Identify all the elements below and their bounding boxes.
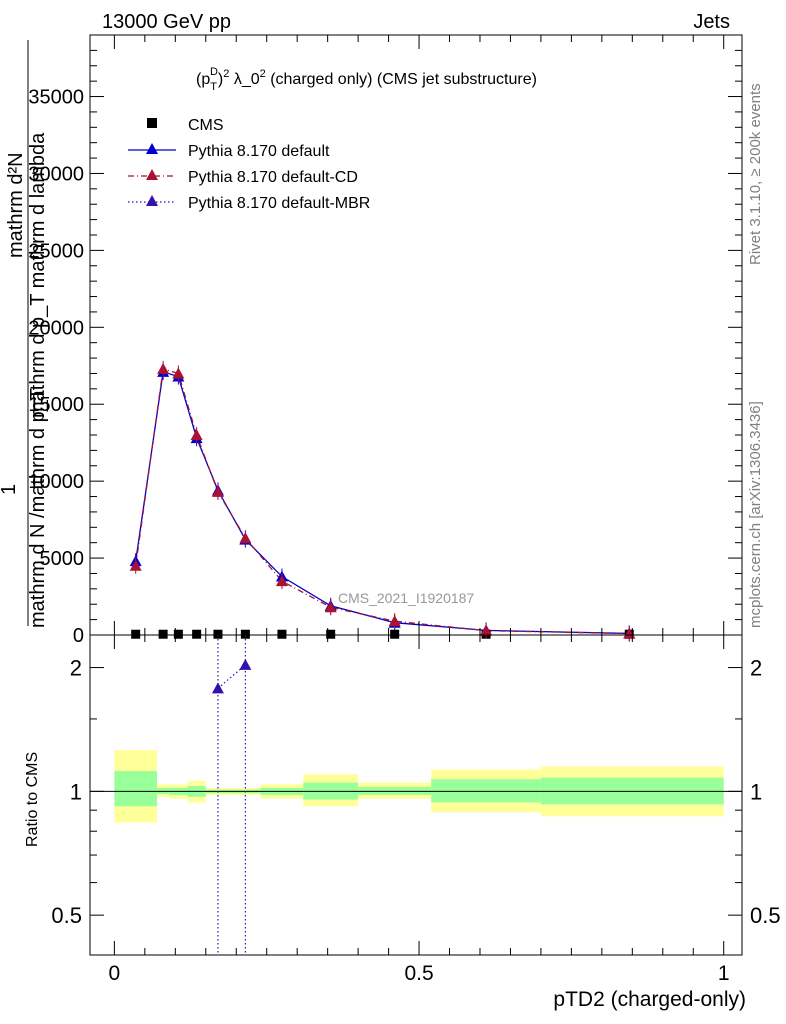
ratio-y-tick-label-left: 1 [70, 779, 82, 804]
series-marker-default-cd [129, 559, 142, 571]
title-sup: D [210, 66, 218, 78]
legend-label-mbr: Pythia 8.170 default-MBR [188, 195, 370, 212]
cms-data-point [192, 629, 202, 639]
main-y-tick-label: 30000 [28, 163, 84, 185]
legend-label-cms: CMS [188, 117, 224, 134]
main-y-tick-label: 25000 [28, 240, 84, 262]
legend: CMS Pythia 8.170 default Pythia 8.170 de… [128, 117, 370, 212]
title-tail: λ_0 [229, 71, 259, 88]
ratio-y-tick-label-right: 1 [750, 779, 762, 804]
ratio-y-tick-label-left: 0.5 [51, 903, 82, 928]
ratio-frame [89, 634, 743, 956]
main-panel: 0 5000 10000 15000 20000 25000 30000 35000 CMS_… [0, 34, 743, 647]
series-marker-default-cd [190, 429, 203, 440]
header-left: 13000 GeV pp [102, 11, 231, 33]
cms-data-point [240, 629, 250, 639]
series-marker-default-cd [480, 624, 493, 636]
title-rest: ) [218, 71, 223, 88]
title-sup3: 2 [260, 68, 266, 80]
cms-data-point [213, 629, 223, 639]
cms-data-point [277, 629, 287, 639]
ratio-panel: 0.5 0.51 12 2 0 0.5 1 Ratio to CMS pTD2 (char… [24, 35, 781, 1011]
ratio-band-inner [431, 779, 541, 803]
cms-data-point [131, 629, 141, 639]
series-marker-default-cd [239, 532, 252, 544]
series-marker-default-cd [172, 367, 185, 379]
ratio-y-label: Ratio to CMS [24, 752, 41, 847]
ylabel-line-1: mathrm d²N [5, 152, 27, 258]
ratio-band-inner [114, 771, 158, 807]
title-sup2: 2 [223, 68, 229, 80]
legend-label-cd: Pythia 8.170 default-CD [188, 169, 358, 186]
main-y-label: mathrm d²N mathrm d p_T mathrm d lambda … [0, 40, 49, 628]
mbr-ratio-marker [211, 682, 224, 694]
series-marker-default-cd [157, 362, 170, 374]
main-y-tick-label: 15000 [28, 394, 84, 416]
ratio-x-axis: 0 0.5 1 [109, 35, 730, 985]
ratio-uncertainty-bands [114, 750, 724, 823]
legend-marker-cd [146, 169, 158, 180]
cms-data-point [326, 629, 336, 639]
main-y-tick-label: 35000 [28, 87, 84, 109]
cms-data-point [390, 629, 400, 639]
legend-label-default: Pythia 8.170 default [188, 143, 330, 160]
cms-data-point [158, 629, 168, 639]
cms-data-point [173, 629, 183, 639]
main-y-axis: 0 5000 10000 15000 20000 25000 30000 35000 [28, 49, 742, 647]
header-right: Jets [693, 11, 730, 33]
legend-marker-cms [147, 118, 157, 128]
rivet-label: Rivet 3.1.10, ≥ 200k events [747, 83, 764, 265]
main-title: (pTD)2 λ_02 (charged only) (CMS jet subs… [196, 66, 537, 93]
ratio-y-tick-label-left: 2 [70, 656, 82, 681]
mcplots-label: mcplots.cern.ch [arXiv:1306.3436] [747, 401, 764, 628]
title-end: (charged only) (CMS jet substructure) [266, 71, 537, 88]
series-marker-default-cd [275, 575, 288, 587]
ylabel-line-4: mathrm d N /mathrm d p_T [27, 388, 49, 628]
main-y-tick-label: 20000 [28, 317, 84, 339]
title-sub: T [210, 81, 217, 93]
ratio-y-tick-label-right: 0.5 [750, 903, 781, 928]
legend-marker-default [146, 143, 158, 154]
series-marker-default-cd [388, 615, 401, 627]
main-y-tick-label: 0 [73, 625, 84, 647]
ylabel-line-2: mathrm d p_T mathrm d lambda [27, 132, 49, 418]
series-marker-default-cd [211, 485, 224, 497]
x-tick-label: 0 [109, 962, 121, 985]
ratio-y-tick-label-right: 2 [750, 656, 762, 681]
ratio-y-axis: 0.5 0.5 1 1 2 2 [51, 656, 780, 929]
main-y-tick-label: 5000 [40, 548, 85, 570]
x-tick-label: 0.5 [404, 962, 433, 985]
legend-marker-mbr [146, 195, 158, 206]
x-tick-label: 1 [718, 962, 730, 985]
main-y-tick-label: 10000 [28, 471, 84, 493]
ylabel-line-3: 1 [0, 484, 20, 495]
mbr-ratio-marker [239, 658, 252, 670]
series-marker-default-cd [324, 601, 337, 613]
title-base: (p [196, 71, 210, 88]
ratio-mbr-series [211, 635, 252, 955]
x-axis-label: pTD2 (charged-only) [553, 988, 746, 1011]
watermark: CMS_2021_I1920187 [338, 590, 474, 606]
